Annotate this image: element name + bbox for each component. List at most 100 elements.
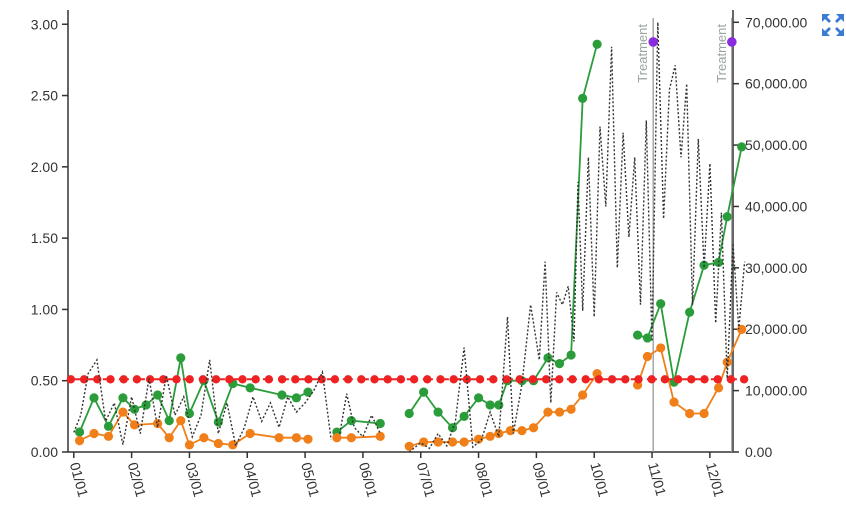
series-point (578, 390, 588, 400)
series-point (291, 433, 302, 443)
series-point (274, 433, 284, 443)
series-point (277, 390, 287, 400)
threshold-dot (291, 375, 300, 384)
series-point (494, 428, 504, 439)
threshold-dot (739, 375, 749, 384)
series-point (566, 350, 576, 360)
left-tick-label: 0.50 (31, 373, 58, 389)
series-point (141, 400, 151, 410)
series-point (103, 431, 114, 441)
threshold-dot (634, 375, 643, 384)
series-point (346, 416, 356, 426)
series-point (473, 393, 484, 403)
left-tick-label: 1.50 (31, 230, 58, 246)
x-tick-label: 06/01 (356, 461, 381, 499)
treatment-label: Treatment (635, 24, 650, 83)
series-point (375, 418, 385, 429)
threshold-dot (475, 375, 485, 384)
series-point (245, 428, 255, 439)
series-line (79, 410, 309, 447)
threshold-dot (621, 375, 630, 384)
series-line (408, 43, 598, 430)
threshold-dot (660, 375, 670, 384)
series-point (517, 426, 527, 436)
series-point (505, 426, 515, 436)
series-point (632, 330, 643, 340)
series-point (685, 408, 695, 419)
series-point (332, 433, 342, 443)
series-point (89, 393, 99, 403)
series-point (89, 428, 99, 439)
series-point (228, 440, 238, 450)
threshold-dot (409, 375, 419, 384)
x-tick-label: 04/01 (240, 461, 265, 499)
series-point (459, 437, 469, 447)
series-point (74, 427, 85, 437)
threshold-dot (489, 375, 498, 384)
series-point (722, 212, 732, 222)
series-point (303, 387, 313, 397)
right-tick-label: 50,000.00 (745, 137, 807, 153)
threshold-dot (555, 375, 564, 384)
series-point (199, 433, 209, 443)
series-point (103, 421, 114, 431)
series-point (554, 359, 565, 369)
threshold-dot (607, 375, 617, 384)
treatment-marker (727, 37, 737, 47)
series-point (419, 437, 429, 447)
series-line (78, 357, 309, 433)
left-tick-label: 0.00 (31, 444, 58, 460)
series-point (213, 438, 223, 449)
series-point (129, 420, 140, 430)
x-tick-label: 07/01 (414, 461, 439, 499)
threshold-dot (277, 375, 287, 384)
series-point (566, 404, 576, 414)
series-point (713, 257, 724, 267)
series-point (642, 333, 653, 343)
series-point (129, 404, 140, 414)
threshold-dot (357, 375, 366, 384)
threshold-dot (568, 375, 577, 384)
series-point (737, 324, 747, 334)
series-point (118, 407, 128, 417)
series-point (592, 39, 602, 49)
series-point (74, 435, 85, 446)
series-point (713, 383, 724, 393)
threshold-dot (396, 375, 406, 384)
series-point (554, 407, 565, 417)
series-point (699, 408, 709, 419)
x-tick-label: 10/01 (587, 461, 612, 499)
series-point (346, 433, 356, 443)
expand-icon[interactable] (820, 12, 846, 38)
series-point (543, 353, 553, 363)
right-tick-label: 40,000.00 (745, 198, 807, 214)
threshold-dot (66, 375, 76, 384)
series-point (164, 416, 174, 426)
right-tick-label: 70,000.00 (745, 14, 807, 30)
x-tick-label: 09/01 (529, 461, 554, 499)
threshold-dot (687, 375, 696, 384)
threshold-dot (541, 375, 551, 384)
threshold-dot (304, 375, 313, 384)
threshold-dot (502, 375, 511, 384)
series-point (375, 431, 385, 441)
left-tick-label: 2.50 (31, 88, 58, 104)
series-point (685, 307, 695, 317)
series-point (473, 434, 484, 444)
series-point (213, 417, 223, 427)
x-tick-label: 01/01 (67, 461, 92, 499)
threshold-dot (343, 375, 353, 384)
threshold-dot (423, 375, 432, 384)
series-point (184, 408, 195, 419)
threshold-dot (172, 375, 181, 384)
threshold-dot (251, 375, 260, 384)
dotted-series-line (73, 357, 332, 449)
series-line (336, 419, 381, 433)
series-point (737, 142, 747, 152)
x-tick-label: 03/01 (183, 461, 208, 499)
threshold-dot (647, 375, 656, 384)
dotted-series-line (408, 22, 746, 453)
dotted-series-line (339, 393, 381, 438)
threshold-dot (370, 375, 379, 384)
